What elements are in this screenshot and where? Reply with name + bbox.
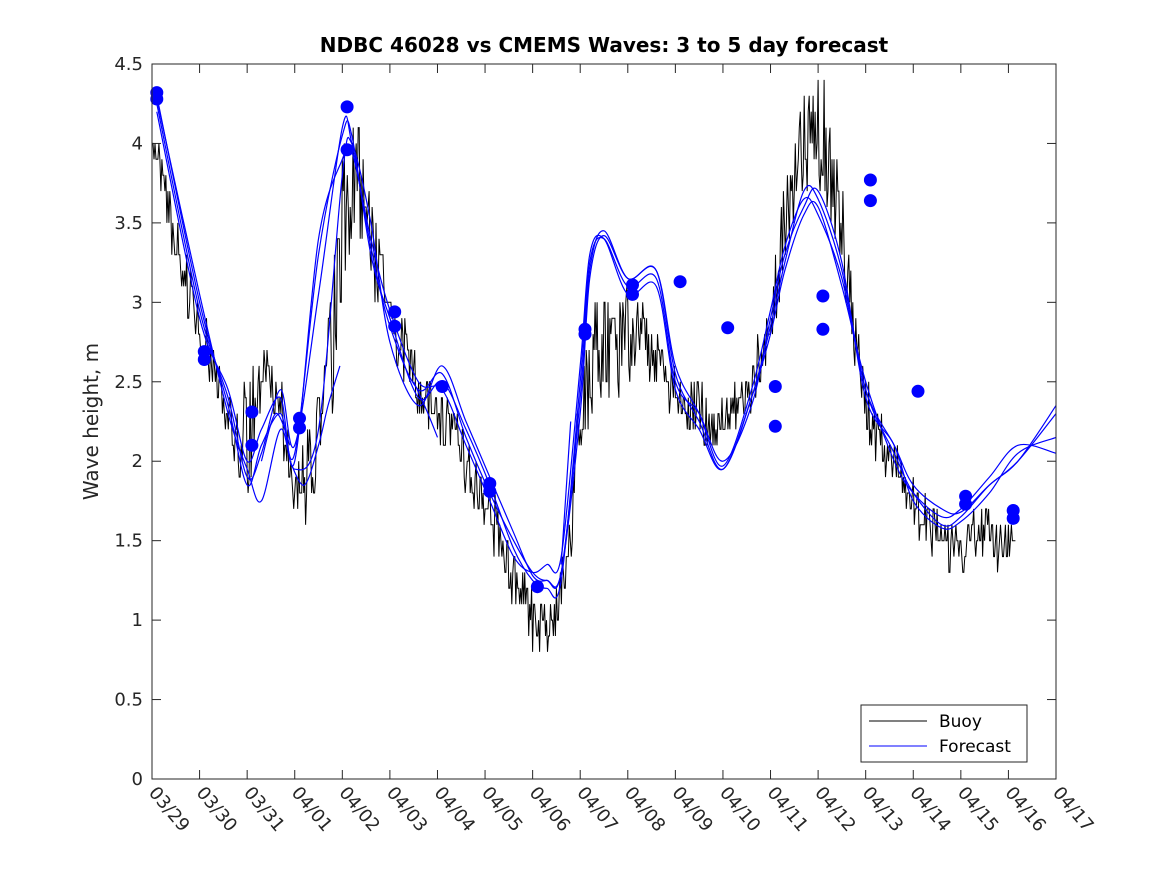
forecast-segment-3 bbox=[413, 381, 439, 438]
forecast-marker bbox=[435, 380, 449, 393]
y-tick-label: 0.5 bbox=[114, 690, 143, 711]
y-tick-label: 3.5 bbox=[114, 213, 143, 234]
y-axis-ticks: 0 0.5 1 1.5 2 2.5 3 3.5 4 4.5 bbox=[114, 54, 1056, 790]
chart-title: NDBC 46028 vs CMEMS Waves: 3 to 5 day fo… bbox=[320, 33, 889, 57]
marker-layer bbox=[150, 86, 1020, 594]
forecast-segment-2 bbox=[260, 412, 291, 462]
forecast-marker bbox=[340, 100, 354, 114]
forecast-marker bbox=[911, 384, 925, 398]
forecast-marker bbox=[245, 438, 259, 452]
forecast-marker bbox=[245, 405, 259, 419]
legend-box bbox=[860, 704, 1028, 763]
y-tick-label: 4 bbox=[132, 133, 143, 154]
forecast-segment-1 bbox=[289, 365, 341, 486]
plot-frame bbox=[151, 63, 1057, 780]
y-tick-label: 1 bbox=[132, 610, 143, 631]
y-tick-label: 0 bbox=[132, 769, 143, 790]
forecast-marker bbox=[293, 411, 306, 425]
y-axis-title: Wave height, m bbox=[79, 343, 103, 500]
forecast-marker bbox=[959, 497, 973, 511]
forecast-marker bbox=[530, 580, 544, 594]
legend-label-buoy: Buoy bbox=[939, 712, 982, 732]
forecast-marker bbox=[1006, 511, 1020, 525]
forecast-marker bbox=[816, 322, 830, 336]
forecast-marker bbox=[388, 305, 402, 319]
forecast-marker bbox=[721, 321, 735, 335]
legend: Buoy Forecast bbox=[860, 704, 1028, 763]
forecast-marker bbox=[863, 194, 877, 208]
forecast-marker bbox=[197, 353, 211, 366]
y-tick-label: 2 bbox=[132, 451, 143, 472]
forecast-series-line-4 bbox=[156, 98, 1057, 588]
forecast-layer bbox=[156, 95, 1057, 599]
forecast-segment-4 bbox=[560, 421, 572, 565]
forecast-marker bbox=[150, 92, 164, 106]
forecast-marker bbox=[388, 319, 402, 333]
forecast-marker bbox=[863, 173, 877, 187]
forecast-marker bbox=[293, 421, 306, 435]
buoy-layer bbox=[152, 79, 1016, 652]
forecast-marker bbox=[673, 275, 687, 289]
forecast-series-line-3 bbox=[156, 111, 1057, 574]
y-tick-label: 4.5 bbox=[114, 54, 143, 75]
forecast-marker bbox=[340, 143, 354, 157]
forecast-marker bbox=[816, 289, 830, 303]
y-tick-label: 1.5 bbox=[114, 531, 143, 552]
forecast-marker bbox=[768, 419, 782, 433]
forecast-marker bbox=[626, 278, 639, 292]
forecast-marker bbox=[768, 380, 782, 393]
buoy-series-line bbox=[152, 79, 1016, 652]
forecast-marker bbox=[626, 287, 639, 301]
legend-label-forecast: Forecast bbox=[939, 737, 1011, 757]
forecast-marker bbox=[578, 327, 592, 341]
y-tick-label: 3 bbox=[132, 292, 143, 313]
y-tick-label: 2.5 bbox=[114, 372, 143, 393]
forecast-marker bbox=[483, 484, 497, 498]
